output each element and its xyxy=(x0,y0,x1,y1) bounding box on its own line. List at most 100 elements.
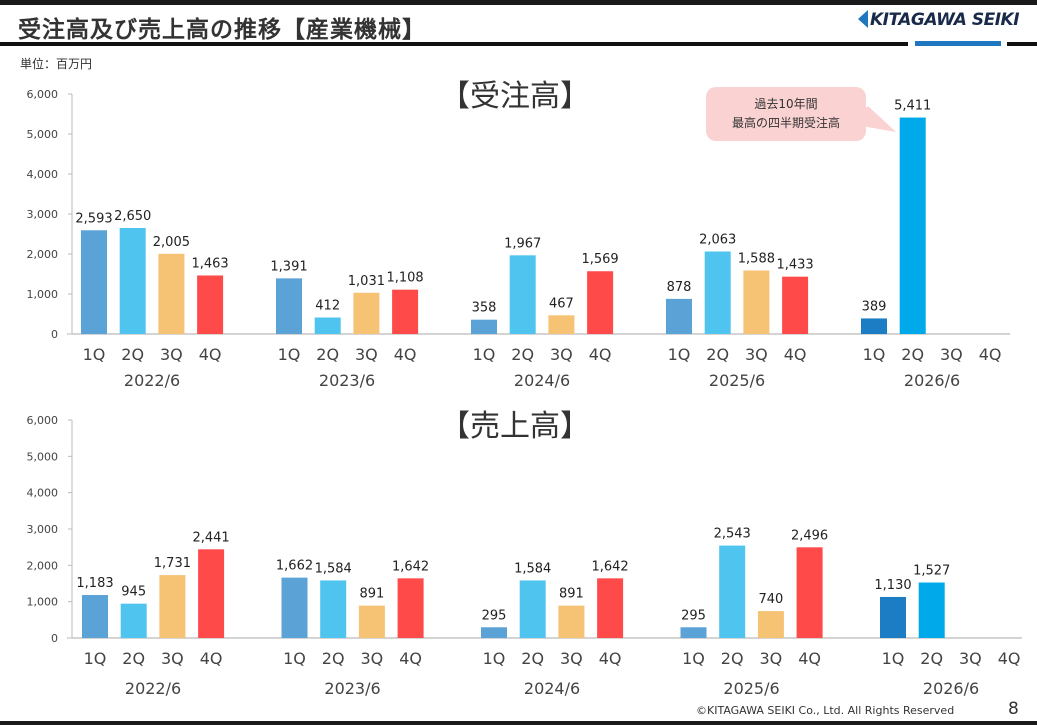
bar-2026/6-2Q xyxy=(899,117,926,334)
bar-2022/6-1Q xyxy=(82,595,108,638)
bar-2024/6-1Q xyxy=(481,627,507,638)
quarter-label: 4Q xyxy=(589,345,612,364)
y-tick-label: 3,000 xyxy=(27,523,59,536)
bar-2023/6-3Q xyxy=(358,605,385,638)
top-bar xyxy=(0,0,1037,5)
company-logo: KITAGAWA SEIKI xyxy=(858,10,1020,30)
bar-2026/6-1Q xyxy=(861,318,887,334)
bar-2025/6-1Q xyxy=(680,627,707,638)
year-label: 2023/6 xyxy=(324,679,380,698)
y-tick-label: 0 xyxy=(51,632,58,645)
bar-2025/6-3Q xyxy=(743,270,770,334)
page-title: 受注高及び売上高の推移【産業機械】 xyxy=(18,17,426,43)
y-tick-label: 6,000 xyxy=(27,414,59,427)
quarter-label: 4Q xyxy=(979,345,1002,364)
bar-2024/6-2Q xyxy=(509,255,536,334)
year-label: 2024/6 xyxy=(514,371,570,390)
quarter-label: 4Q xyxy=(199,345,222,364)
quarter-label: 1Q xyxy=(682,649,705,668)
data-label: 1,391 xyxy=(270,259,307,274)
quarter-label: 3Q xyxy=(160,345,183,364)
bar-2024/6-3Q xyxy=(558,605,585,638)
data-label: 2,593 xyxy=(75,211,112,226)
y-tick-label: 0 xyxy=(51,328,58,341)
quarter-label: 1Q xyxy=(483,649,506,668)
quarter-label: 4Q xyxy=(200,649,223,668)
data-label: 1,642 xyxy=(392,559,429,574)
data-label: 358 xyxy=(472,301,497,316)
bar-2026/6-2Q xyxy=(918,582,945,638)
data-label: 1,731 xyxy=(154,556,191,571)
bar-2025/6-4Q xyxy=(796,547,823,638)
data-label: 1,569 xyxy=(581,252,618,267)
bar-2026/6-1Q xyxy=(880,596,906,638)
title-rule-accent xyxy=(915,41,1001,46)
data-label: 295 xyxy=(681,608,706,623)
data-label: 1,584 xyxy=(315,561,352,576)
quarter-label: 2Q xyxy=(122,649,145,668)
bar-2024/6-3Q xyxy=(548,315,575,334)
logo-text: KITAGAWA SEIKI xyxy=(870,10,1020,30)
data-label: 1,433 xyxy=(776,258,813,273)
quarter-label: 3Q xyxy=(745,345,768,364)
callout: 過去10年間 最高の四半期受注高 xyxy=(706,87,866,141)
quarter-label: 3Q xyxy=(760,649,783,668)
data-label: 295 xyxy=(482,608,507,623)
data-label: 2,496 xyxy=(791,528,828,543)
bar-2025/6-1Q xyxy=(666,298,692,334)
callout-line1: 過去10年間 xyxy=(754,97,818,111)
quarter-label: 3Q xyxy=(161,649,184,668)
quarter-label: 3Q xyxy=(940,345,963,364)
data-label: 2,063 xyxy=(699,232,736,247)
quarter-label: 4Q xyxy=(784,345,807,364)
quarter-label: 4Q xyxy=(399,649,422,668)
quarter-label: 3Q xyxy=(550,345,573,364)
quarter-label: 2Q xyxy=(511,345,534,364)
data-label: 389 xyxy=(862,299,887,314)
data-label: 1,662 xyxy=(276,559,313,574)
bar-2025/6-3Q xyxy=(757,611,784,638)
logo-mark-icon xyxy=(858,10,868,28)
data-label: 1,588 xyxy=(738,251,775,266)
y-tick-label: 2,000 xyxy=(27,559,59,572)
quarter-label: 1Q xyxy=(278,345,301,364)
bar-2022/6-3Q xyxy=(159,575,186,638)
bar-2023/6-1Q xyxy=(276,278,302,334)
bar-2022/6-2Q xyxy=(119,228,146,334)
data-label: 2,650 xyxy=(114,209,151,224)
bar-2022/6-1Q xyxy=(81,230,107,334)
quarter-label: 4Q xyxy=(998,649,1021,668)
data-label: 467 xyxy=(549,296,574,311)
bar-2025/6-4Q xyxy=(782,276,809,334)
bar-2022/6-2Q xyxy=(120,603,147,638)
year-label: 2022/6 xyxy=(125,679,181,698)
quarter-label: 2Q xyxy=(121,345,144,364)
y-tick-label: 5,000 xyxy=(27,128,59,141)
bar-2023/6-1Q xyxy=(281,577,308,638)
unit-label: 単位：百万円 xyxy=(20,57,93,71)
quarter-label: 1Q xyxy=(473,345,496,364)
quarter-label: 2Q xyxy=(521,649,544,668)
y-tick-label: 4,000 xyxy=(27,168,59,181)
title-rule-end xyxy=(1007,42,1037,46)
bar-2023/6-2Q xyxy=(320,580,347,638)
quarter-label: 2Q xyxy=(706,345,729,364)
data-label: 1,463 xyxy=(191,256,228,271)
data-label: 2,441 xyxy=(192,530,229,545)
quarter-label: 1Q xyxy=(84,649,107,668)
bar-2023/6-4Q xyxy=(392,289,419,334)
data-label: 1,527 xyxy=(913,564,950,579)
bar-2023/6-3Q xyxy=(353,292,380,334)
bar-2024/6-1Q xyxy=(471,319,497,334)
bar-2024/6-4Q xyxy=(587,271,614,334)
data-label: 891 xyxy=(359,587,384,602)
year-label: 2025/6 xyxy=(709,371,765,390)
data-label: 1,584 xyxy=(514,561,551,576)
bar-2025/6-2Q xyxy=(704,251,731,334)
quarter-label: 3Q xyxy=(355,345,378,364)
year-label: 2026/6 xyxy=(923,679,979,698)
y-tick-label: 1,000 xyxy=(27,596,59,609)
quarter-label: 1Q xyxy=(668,345,691,364)
y-tick-label: 2,000 xyxy=(27,248,59,261)
